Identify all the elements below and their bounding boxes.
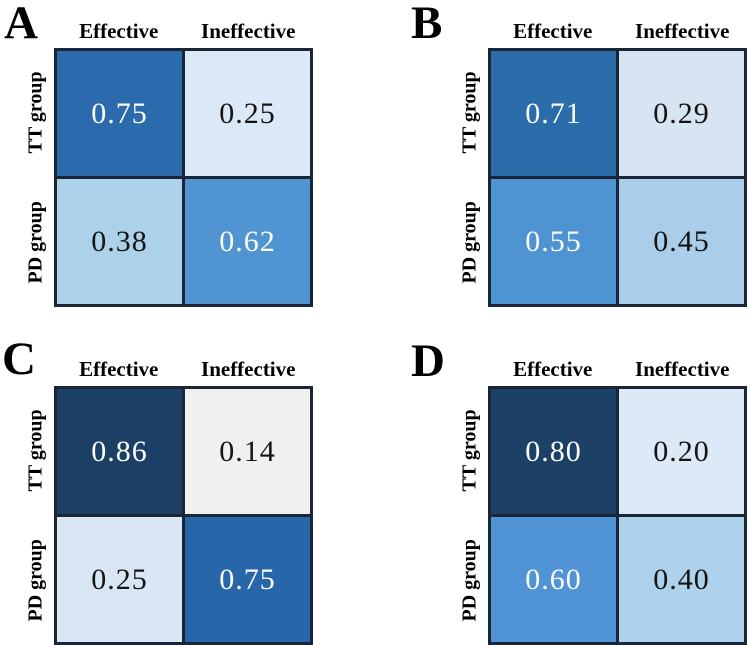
matrix-cell-pd-effective: 0.38: [57, 179, 182, 304]
matrix-cell-tt-ineffective: 0.25: [185, 51, 310, 176]
row-label-tt-group: TT group: [458, 409, 481, 492]
row-label-tt-group: TT group: [24, 71, 47, 154]
matrix-cell-pd-effective: 0.25: [57, 517, 182, 642]
matrix-cell-pd-ineffective: 0.40: [619, 517, 744, 642]
matrix-cell-pd-ineffective: 0.45: [619, 179, 744, 304]
panel-c-letter: C: [2, 333, 36, 385]
panel-b-heatmap-grid: 0.71 0.29 0.55 0.45: [488, 48, 747, 307]
row-label-pd-group: PD group: [458, 201, 481, 284]
panel-b-column-headers: Effective Ineffective: [488, 19, 747, 44]
panel-b: B Effective Ineffective TT group PD grou…: [375, 0, 750, 323]
matrix-cell-tt-effective: 0.80: [491, 389, 616, 514]
matrix-cell-tt-effective: 0.75: [57, 51, 182, 176]
column-header-ineffective: Ineffective: [635, 357, 730, 381]
matrix-cell-pd-effective: 0.60: [491, 517, 616, 642]
matrix-cell-pd-ineffective: 0.75: [185, 517, 310, 642]
column-header-effective: Effective: [79, 357, 159, 381]
panel-a: A Effective Ineffective TT group PD grou…: [0, 0, 375, 323]
column-header-ineffective: Ineffective: [201, 19, 296, 43]
panel-c-heatmap-grid: 0.86 0.14 0.25 0.75: [54, 386, 313, 645]
column-header-ineffective: Ineffective: [635, 19, 730, 43]
matrix-cell-tt-ineffective: 0.20: [619, 389, 744, 514]
panel-c-column-headers: Effective Ineffective: [54, 357, 313, 382]
panel-a-heatmap-grid: 0.75 0.25 0.38 0.62: [54, 48, 313, 307]
panel-d: D Effective Ineffective TT group PD grou…: [375, 322, 750, 645]
row-label-tt-group: TT group: [24, 409, 47, 492]
column-header-effective: Effective: [513, 19, 593, 43]
panel-d-column-headers: Effective Ineffective: [488, 357, 747, 382]
panel-c: C Effective Ineffective TT group PD grou…: [0, 322, 375, 645]
panel-d-row-labels: TT group PD group: [455, 386, 485, 645]
matrix-cell-pd-ineffective: 0.62: [185, 179, 310, 304]
matrix-cell-tt-effective: 0.71: [491, 51, 616, 176]
panel-d-heatmap-grid: 0.80 0.20 0.60 0.40: [488, 386, 747, 645]
panel-c-row-labels: TT group PD group: [21, 386, 51, 645]
panel-d-letter: D: [411, 335, 445, 387]
matrix-cell-tt-ineffective: 0.14: [185, 389, 310, 514]
column-header-effective: Effective: [513, 357, 593, 381]
column-header-ineffective: Ineffective: [201, 357, 296, 381]
panel-b-letter: B: [411, 0, 443, 49]
row-label-tt-group: TT group: [458, 71, 481, 154]
row-label-pd-group: PD group: [24, 539, 47, 622]
row-label-pd-group: PD group: [458, 539, 481, 622]
matrix-cell-tt-effective: 0.86: [57, 389, 182, 514]
panel-a-column-headers: Effective Ineffective: [54, 19, 313, 44]
column-header-effective: Effective: [79, 19, 159, 43]
panel-a-letter: A: [4, 0, 38, 49]
panel-b-row-labels: TT group PD group: [455, 48, 485, 307]
matrix-cell-pd-effective: 0.55: [491, 179, 616, 304]
row-label-pd-group: PD group: [24, 201, 47, 284]
panel-a-row-labels: TT group PD group: [21, 48, 51, 307]
matrix-cell-tt-ineffective: 0.29: [619, 51, 744, 176]
